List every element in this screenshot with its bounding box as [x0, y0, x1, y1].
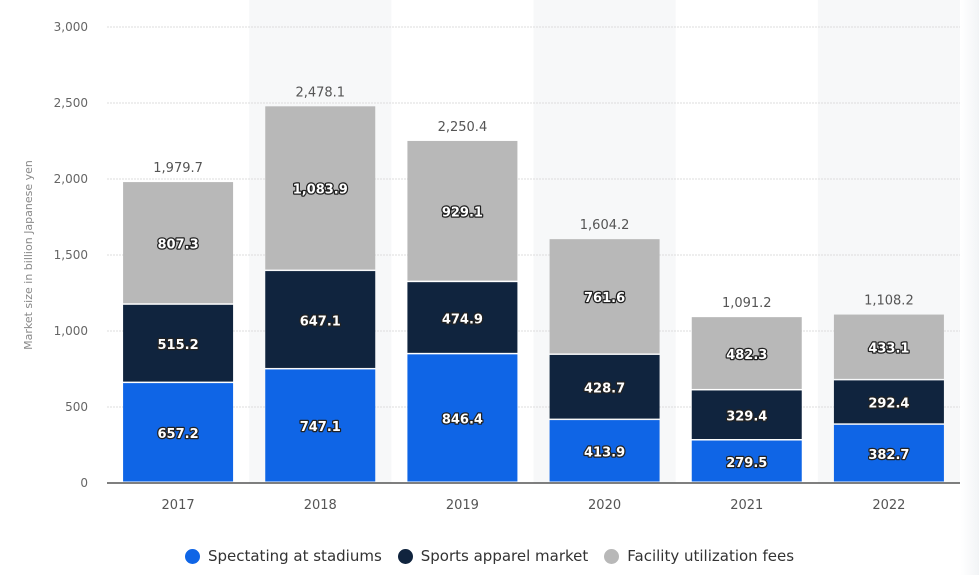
bar-segment-facility-utilization-fees	[549, 239, 660, 354]
bar-segment-sports-apparel-market	[691, 390, 802, 440]
x-tick-label: 2017	[162, 498, 195, 513]
bar-segment-facility-utilization-fees	[123, 182, 234, 304]
y-axis-label: Market size in billion Japanese yen	[22, 160, 35, 350]
y-tick-label: 1,000	[54, 324, 88, 338]
stacked-bar-chart: 0 500 1,000 1,500 2,000 2,500 3,000 Market siz…	[22, 20, 960, 513]
y-tick-label: 1,500	[54, 248, 88, 262]
data-label: 657.2	[158, 427, 199, 442]
x-tick-label: 2021	[730, 498, 763, 513]
y-tick-label: 2,000	[54, 172, 88, 186]
bars: 657.2 515.2 807.3 1,979.7 747.1 647.1 1,083.9 2…	[123, 85, 944, 482]
bar-segment-spectating-at-stadiums	[123, 383, 234, 482]
legend-dot-icon	[604, 548, 620, 564]
total-label: 2,478.1	[295, 85, 345, 100]
bar-segment-spectating-at-stadiums	[407, 354, 518, 482]
data-label: 382.7	[868, 448, 909, 463]
y-tick-label: 2,500	[54, 96, 88, 110]
legend-item[interactable]: Sports apparel market	[397, 547, 589, 565]
bar-segment-facility-utilization-fees	[407, 140, 518, 281]
data-label: 474.9	[442, 312, 483, 327]
legend-label: Spectating at stadiums	[207, 547, 382, 565]
data-label: 807.3	[158, 237, 199, 252]
data-label: 329.4	[726, 409, 767, 424]
edge-shade	[961, 0, 979, 575]
bar-segment-facility-utilization-fees	[265, 106, 376, 270]
total-label: 1,979.7	[153, 161, 203, 176]
legend-label: Sports apparel market	[420, 547, 589, 565]
legend-dot-icon	[397, 548, 413, 564]
data-label: 846.4	[442, 413, 483, 428]
bar-segment-spectating-at-stadiums	[691, 440, 802, 482]
data-label: 1,083.9	[293, 183, 348, 198]
data-label: 482.3	[726, 348, 767, 363]
gridlines	[107, 26, 960, 408]
bar-segment-spectating-at-stadiums	[833, 424, 944, 482]
legend-item[interactable]: Facility utilization fees	[604, 547, 794, 565]
x-tick-label: 2019	[446, 498, 479, 513]
total-label: 2,250.4	[438, 120, 488, 135]
data-label: 292.4	[868, 397, 909, 412]
data-label: 647.1	[300, 314, 341, 329]
bar-segment-spectating-at-stadiums	[549, 420, 660, 482]
bar-segment-facility-utilization-fees	[691, 317, 802, 389]
total-label: 1,091.2	[722, 296, 772, 311]
data-label: 929.1	[442, 206, 483, 221]
data-label: 413.9	[584, 446, 625, 461]
x-tick-label: 2022	[872, 498, 905, 513]
data-label: 279.5	[726, 456, 767, 471]
x-axis: 2017 2018 2019 2020 2021 2022	[162, 498, 906, 513]
data-label: 428.7	[584, 382, 625, 397]
total-label: 1,604.2	[580, 218, 630, 233]
bar-segment-sports-apparel-market	[549, 354, 660, 419]
legend: Spectating at stadiums Sports apparel mar…	[0, 547, 979, 565]
legend-item[interactable]: Spectating at stadiums	[184, 547, 382, 565]
y-tick-label: 3,000	[54, 20, 88, 34]
data-label: 747.1	[300, 420, 341, 435]
bar-segment-sports-apparel-market	[265, 271, 376, 368]
bar-segment-sports-apparel-market	[123, 304, 234, 382]
y-tick-label: 0	[80, 476, 88, 490]
x-tick-label: 2020	[588, 498, 621, 513]
x-tick-label: 2018	[304, 498, 337, 513]
data-label: 433.1	[868, 341, 909, 356]
bar-segment-sports-apparel-market	[407, 282, 518, 353]
y-axis: 0 500 1,000 1,500 2,000 2,500 3,000	[54, 20, 88, 490]
bar-segment-facility-utilization-fees	[833, 314, 944, 379]
y-tick-label: 500	[65, 400, 88, 414]
total-label: 1,108.2	[864, 294, 914, 309]
legend-label: Facility utilization fees	[627, 547, 795, 565]
data-label: 515.2	[158, 338, 199, 353]
bar-segment-sports-apparel-market	[833, 380, 944, 424]
data-label: 761.6	[584, 291, 625, 306]
legend-dot-icon	[184, 548, 200, 564]
bar-segment-spectating-at-stadiums	[265, 369, 376, 482]
